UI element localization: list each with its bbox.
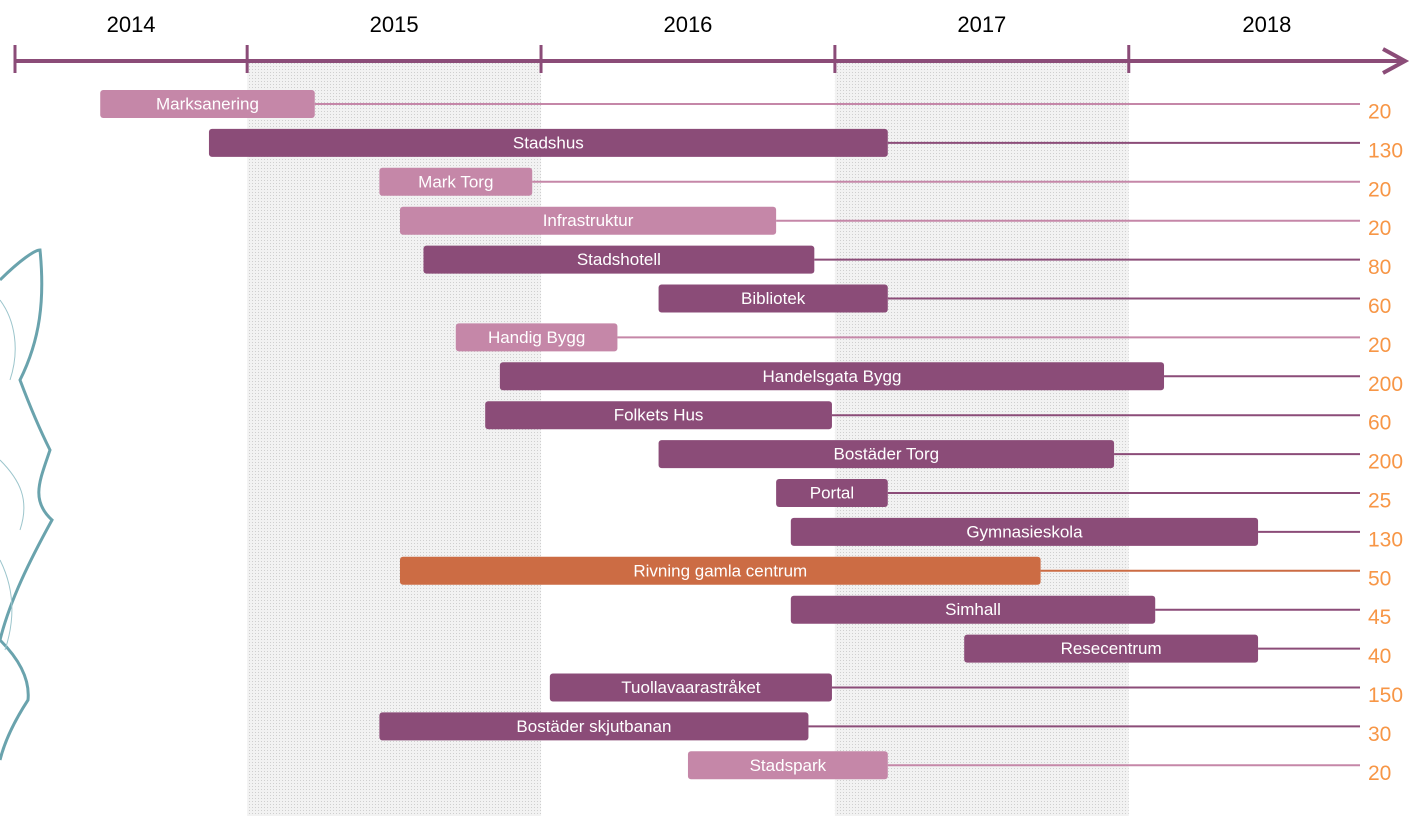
task-value: 50 (1368, 567, 1391, 590)
task-label: Bostäder skjutbanan (516, 717, 671, 736)
task-value: 60 (1368, 295, 1391, 318)
task-value: 60 (1368, 412, 1391, 435)
task-value: 200 (1368, 373, 1403, 396)
task-label: Stadshotell (577, 250, 661, 269)
task-label: Handig Bygg (488, 328, 585, 347)
task-label: Folkets Hus (614, 406, 704, 425)
task-label: Stadspark (750, 756, 827, 775)
task-value: 80 (1368, 256, 1391, 279)
year-label: 2018 (1242, 12, 1291, 37)
task-value: 25 (1368, 490, 1391, 513)
task-value: 20 (1368, 101, 1391, 124)
task-label: Infrastruktur (543, 211, 634, 230)
task-label: Rivning gamla centrum (633, 561, 807, 580)
task-value: 130 (1368, 139, 1403, 162)
task-value: 30 (1368, 723, 1391, 746)
task-value: 40 (1368, 645, 1391, 668)
timeline-chart: 2014 2015 2016 2017 2018 Marksanering 20 Stads… (0, 0, 1415, 816)
year-label: 2017 (957, 12, 1006, 37)
task-label: Handelsgata Bygg (762, 367, 901, 386)
task-label: Bostäder Torg (834, 445, 940, 464)
task-label: Mark Torg (418, 172, 493, 191)
task-label: Stadshus (513, 133, 584, 152)
task-label: Resecentrum (1061, 639, 1162, 658)
shaded-year (835, 61, 1129, 816)
year-label: 2014 (107, 12, 156, 37)
year-label: 2016 (663, 12, 712, 37)
task-value: 45 (1368, 606, 1391, 629)
year-label: 2015 (370, 12, 419, 37)
task-value: 20 (1368, 334, 1391, 357)
task-label: Gymnasieskola (966, 522, 1083, 541)
task-label: Marksanering (156, 94, 259, 113)
task-label: Simhall (945, 600, 1001, 619)
task-value: 150 (1368, 684, 1403, 707)
task-value: 130 (1368, 528, 1403, 551)
task-value: 20 (1368, 217, 1391, 240)
task-label: Bibliotek (741, 289, 806, 308)
task-value: 20 (1368, 762, 1391, 785)
task-value: 20 (1368, 178, 1391, 201)
leaf-decoration (0, 250, 52, 760)
task-label: Portal (810, 483, 854, 502)
task-value: 200 (1368, 451, 1403, 474)
task-label: Tuollavaarastråket (621, 678, 760, 697)
